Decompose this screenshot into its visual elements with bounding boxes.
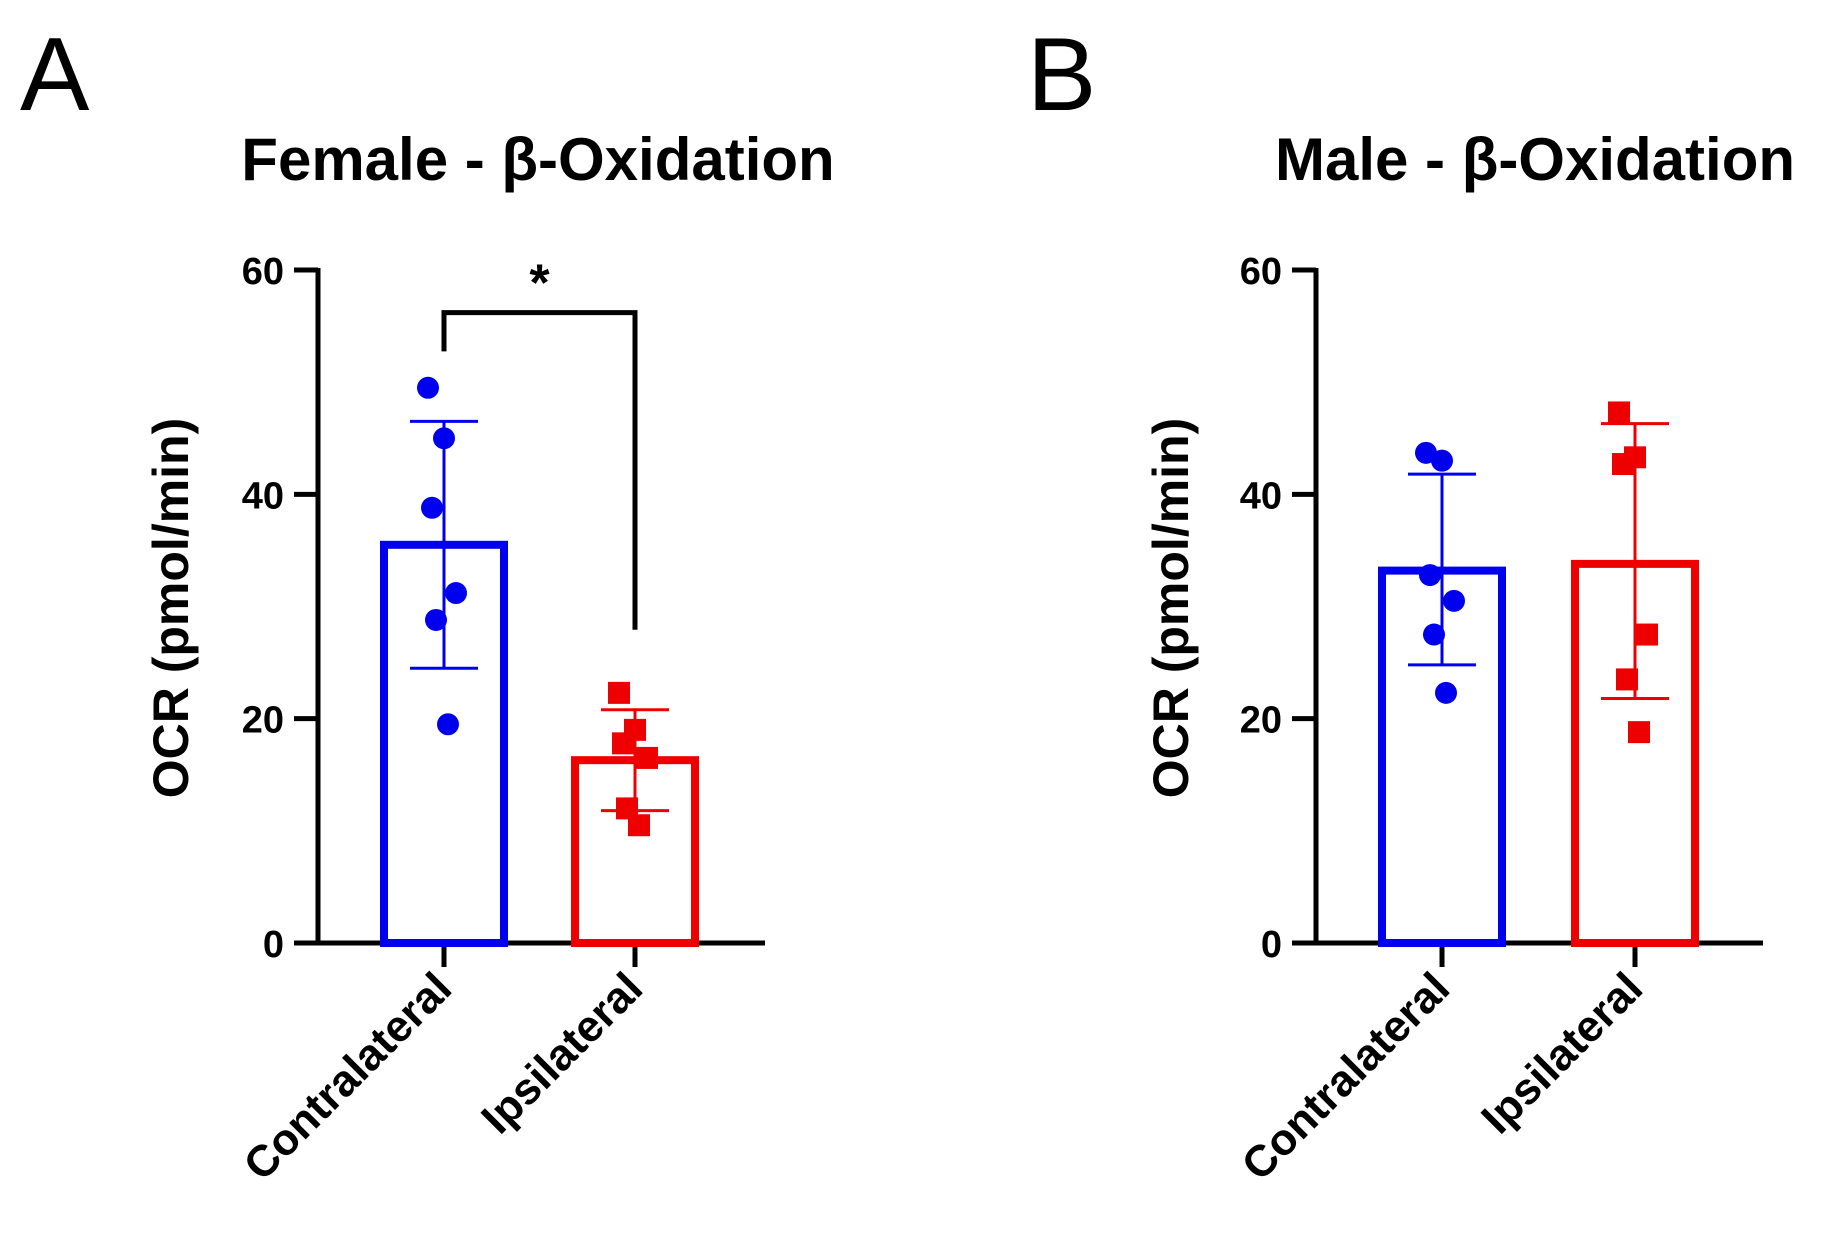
plot-area-male: 0 20 40 60 Contralateral Ipsilateral: [1232, 251, 1763, 1190]
significance-label-female: *: [529, 255, 550, 313]
significance-bracket-female: [441, 310, 638, 630]
y-tick-label-female-60: 60: [242, 251, 284, 293]
category-label-male-ipsilateral: Ipsilateral: [1472, 963, 1652, 1143]
y-tick-label-male-0: 0: [1261, 924, 1282, 966]
category-label-male-contralateral: Contralateral: [1232, 963, 1459, 1190]
y-axis-label-male: OCR (pmol/min): [1143, 418, 1199, 799]
data-point-male-contralateral: [1443, 589, 1465, 612]
data-point-female-contralateral: [433, 427, 455, 450]
data-point-female-ipsilateral: [612, 732, 634, 755]
data-point-male-contralateral: [1435, 681, 1457, 704]
plot-area-female: 0 20 40 60 Contralateral Ipsilateral *: [234, 251, 765, 1190]
panel-label-b: B: [1027, 17, 1096, 133]
data-point-male-ipsilateral: [1628, 721, 1650, 744]
y-tick-label-male-40: 40: [1240, 475, 1282, 517]
data-point-female-ipsilateral: [636, 746, 658, 769]
data-point-male-ipsilateral: [1612, 453, 1634, 476]
data-point-male-ipsilateral: [1608, 401, 1630, 424]
data-point-female-ipsilateral: [628, 814, 650, 837]
panel-b-male: B Male - β-Oxidation OCR (pmol/min) 0 20 4…: [1027, 17, 1795, 1190]
data-point-male-contralateral: [1431, 449, 1453, 472]
y-tick-label-male-20: 20: [1240, 700, 1282, 742]
panel-label-a: A: [20, 17, 90, 133]
data-point-female-contralateral: [425, 608, 447, 631]
data-point-male-ipsilateral: [1636, 623, 1658, 646]
y-tick-label-male-60: 60: [1240, 251, 1282, 293]
data-point-female-contralateral: [421, 496, 443, 519]
data-point-female-contralateral: [417, 376, 439, 399]
panel-a-female: A Female - β-Oxidation OCR (pmol/min) 0 2…: [20, 17, 835, 1190]
y-tick-label-female-20: 20: [242, 700, 284, 742]
data-point-female-contralateral: [445, 582, 467, 605]
y-tick-label-female-40: 40: [242, 475, 284, 517]
y-axis-label-female: OCR (pmol/min): [143, 418, 199, 799]
data-point-female-contralateral: [437, 713, 459, 736]
data-point-male-contralateral: [1423, 623, 1445, 646]
data-point-male-ipsilateral: [1616, 668, 1638, 691]
y-tick-label-female-0: 0: [263, 924, 284, 966]
category-label-female-ipsilateral: Ipsilateral: [472, 963, 652, 1143]
chart-title-female: Female - β-Oxidation: [241, 126, 834, 193]
data-point-female-ipsilateral: [616, 797, 638, 820]
chart-title-male: Male - β-Oxidation: [1275, 126, 1795, 193]
data-point-male-contralateral: [1419, 564, 1441, 587]
category-label-female-contralateral: Contralateral: [234, 963, 461, 1190]
data-point-female-ipsilateral: [608, 681, 630, 704]
